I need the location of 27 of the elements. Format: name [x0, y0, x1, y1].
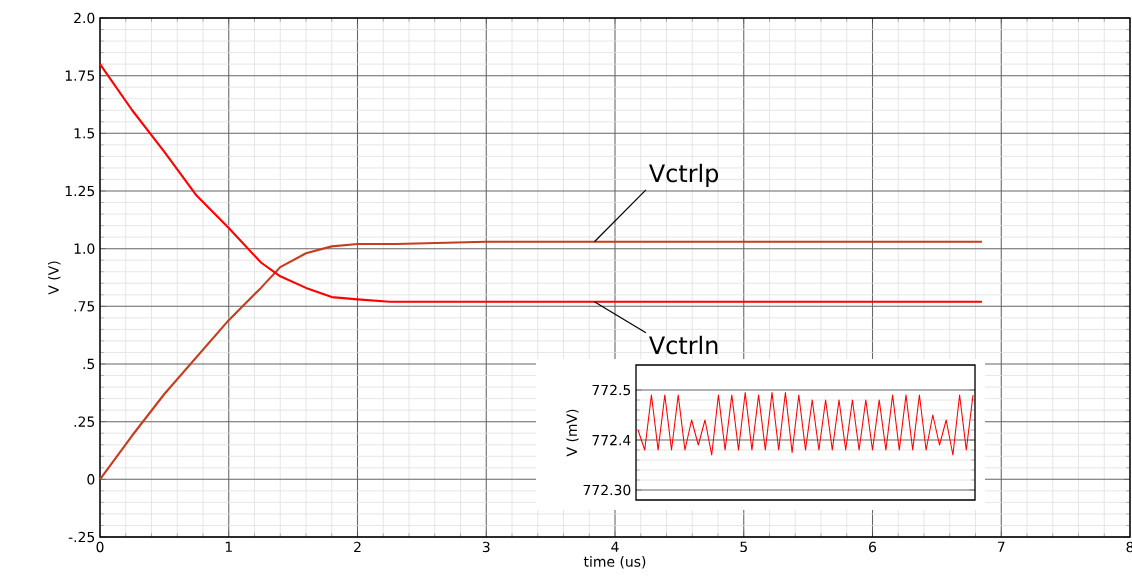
line-series	[637, 391, 974, 456]
y-tick-label: 772.30	[583, 484, 631, 496]
x-tick-label: 7	[997, 541, 1005, 552]
y-tick-label: 1.5	[74, 128, 95, 139]
x-tick-label: 5	[740, 541, 747, 553]
x-tick-label: 2	[354, 541, 361, 553]
y-tick-label: 2.0	[74, 12, 95, 24]
x-tick-label: 3	[482, 541, 490, 553]
y-tick-label: -.25	[68, 531, 95, 543]
series-label: Vctrln	[649, 335, 718, 355]
y-tick-label: 1.25	[65, 185, 95, 197]
y-tick-label: .5	[83, 358, 95, 370]
y-tick-label: 772.4	[592, 434, 631, 446]
y-axis-title: V (mV)	[566, 409, 579, 457]
x-tick-label: 0	[96, 541, 104, 553]
y-tick-label: 1.0	[74, 243, 95, 254]
x-tick-label: 6	[869, 541, 877, 553]
y-axis-title: V (V)	[48, 261, 61, 295]
y-tick-label: .25	[74, 416, 95, 427]
x-axis-title: time (us)	[583, 556, 646, 569]
text: Vctrlp	[649, 163, 719, 187]
y-tick-label: 1.75	[65, 70, 95, 81]
y-tick-label: 0	[87, 474, 95, 485]
y-tick-label: .75	[74, 301, 95, 312]
x-tick-label: 1	[225, 541, 232, 552]
y-tick-label: 772.5	[592, 384, 631, 396]
x-tick-label: 4	[611, 541, 619, 552]
